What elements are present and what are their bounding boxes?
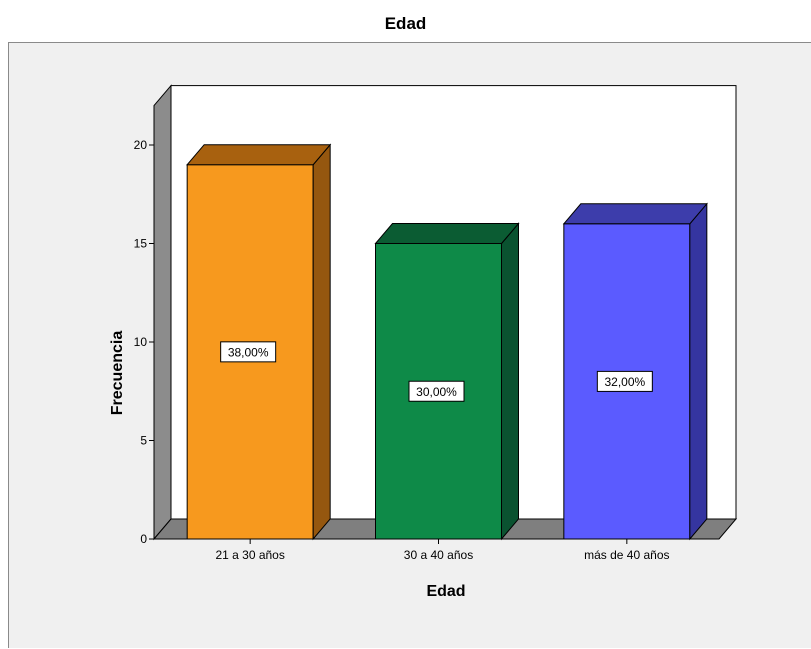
y-tick-label: 10 [134,335,148,349]
bar-side [501,222,519,541]
data-label: 32,00% [604,375,645,389]
x-tick-label: 30 a 40 años [404,548,473,562]
data-label-box [408,380,465,402]
x-axis: 21 a 30 años 30 a 40 años más de 40 años [215,539,670,562]
bar-chart: 0 5 10 15 20 38,00% 30,00% 32,00% 21 a 30 años… [109,84,738,600]
y-tick-label: 5 [140,434,147,448]
bars: 38,00% 30,00% 32,00% [186,143,708,541]
data-label-box [220,341,277,363]
bar: 38,00% [186,143,332,541]
y-tick-label: 15 [134,237,148,251]
x-tick-label: 21 a 30 años [215,548,284,562]
y-axis: 0 5 10 15 20 [134,105,155,546]
data-label: 30,00% [416,385,457,399]
bar-top [186,144,332,166]
bar-side [312,143,331,541]
bar-top [374,223,520,244]
y-tick-label: 20 [134,138,148,152]
data-label: 38,00% [228,345,269,359]
bar-top [562,203,708,225]
bar: 30,00% [374,222,520,541]
bar-side [689,202,708,541]
x-axis-title: Edad [426,583,465,600]
y-tick-label: 0 [140,532,147,546]
side-wall [153,84,172,541]
y-axis-title: Frecuencia [109,331,126,416]
chart-frame: 0 5 10 15 20 38,00% 30,00% 32,00% 21 a 30 años… [8,42,811,648]
bar: 32,00% [562,202,708,541]
chart-title: Edad [384,14,427,33]
x-tick-label: más de 40 años [584,548,669,562]
data-label-box [596,370,653,392]
